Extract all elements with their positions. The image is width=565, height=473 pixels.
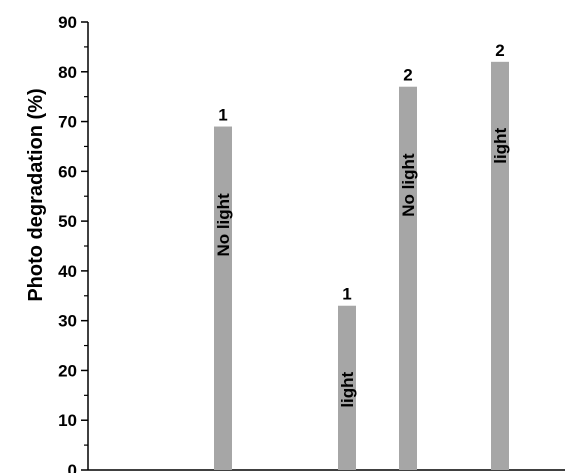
bar (214, 126, 232, 471)
y-tick-label: 80 (58, 63, 77, 82)
bar-top-label: 2 (495, 41, 504, 60)
y-tick-label: 50 (58, 212, 77, 231)
bar-inner-label: light (491, 128, 510, 164)
bar (399, 86, 417, 470)
y-tick-label: 20 (58, 361, 77, 380)
bar-inner-label: No light (214, 193, 233, 257)
bar-top-label: 1 (342, 285, 351, 304)
y-tick-label: 70 (58, 113, 77, 132)
y-tick-label: 30 (58, 312, 77, 331)
y-axis-label: Photo degradation (%) (25, 88, 47, 301)
bar-top-label: 1 (218, 106, 227, 125)
axes: 0 10 20 30 40 50 60 70 80 90 (58, 13, 565, 473)
bars (214, 61, 509, 471)
y-tick-label: 10 (58, 411, 77, 430)
y-tick-label: 60 (58, 162, 77, 181)
bar (491, 61, 509, 470)
y-tick-label: 0 (68, 461, 77, 473)
bar-inner-label: No light (399, 153, 418, 217)
y-tick-label: 90 (58, 13, 77, 32)
bar (338, 305, 356, 470)
bar-top-label: 2 (403, 66, 412, 85)
bar-inner-label: light (338, 371, 357, 407)
y-tick-label: 40 (58, 262, 77, 281)
labels: 1 No light 1 light 2 No light 2 light (214, 41, 510, 408)
